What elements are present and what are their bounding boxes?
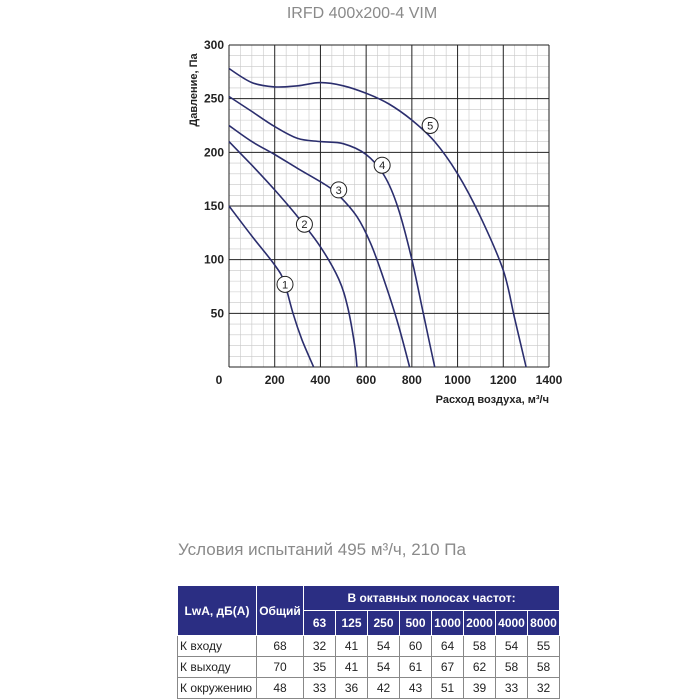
- band-value: 41: [335, 656, 368, 678]
- curve-marker-3: 3: [330, 181, 348, 199]
- table-row: К входу 68 32 41 54 60 64 58 54 55: [177, 635, 560, 657]
- row-label: К окружению: [177, 677, 257, 699]
- band-header: 1000: [431, 610, 464, 636]
- x-axis-label: Расход воздуха, м³/ч: [436, 394, 549, 406]
- band-value: 64: [431, 635, 464, 657]
- band-value: 42: [367, 677, 400, 699]
- curve-marker-label: 3: [336, 185, 342, 197]
- curve-marker-2: 2: [295, 215, 313, 233]
- chart-grid: [228, 44, 550, 368]
- series-line-2: [228, 141, 358, 368]
- band-value: 60: [399, 635, 432, 657]
- chart-title: IRFD 400x200-4 VIM: [287, 5, 437, 22]
- axis-ticks: 0 200 400 600 800 1000 1200 1400 50 100 150 200 250 3…: [204, 38, 563, 387]
- pressure-flow-chart: IRFD 400x200-4 VIM 0 200 400 600 800 1000 1200…: [188, 5, 563, 406]
- row-label: К входу: [177, 635, 257, 657]
- row-total: 68: [256, 635, 304, 657]
- curve-marker-circle: [276, 275, 294, 293]
- curve-marker-circle: [373, 156, 391, 174]
- band-value: 33: [495, 677, 528, 699]
- band-value: 61: [399, 656, 432, 678]
- x-tick-label: 1200: [490, 373, 517, 387]
- row-total: 48: [256, 677, 304, 699]
- table-band-row: 63 125 250 500 1000 2000 4000 8000: [178, 610, 560, 636]
- curve-marker-4: 4: [373, 156, 391, 174]
- x-tick-label: 0: [216, 373, 223, 387]
- band-value: 67: [431, 656, 464, 678]
- band-header: 4000: [495, 610, 528, 636]
- y-tick-label: 100: [204, 253, 224, 267]
- test-conditions: Условия испытаний 495 м³/ч, 210 Па: [178, 540, 466, 559]
- series-line-5: [228, 67, 527, 368]
- band-value: 51: [431, 677, 464, 699]
- y-tick-label: 200: [204, 145, 224, 159]
- curve-marker-1: 1: [276, 275, 294, 293]
- band-value: 54: [367, 656, 400, 678]
- table-body: К входу 68 32 41 54 60 64 58 54 55 К выходу 70 35 41 5…: [177, 635, 560, 699]
- y-tick-label: 150: [204, 199, 224, 213]
- x-tick-label: 1400: [536, 373, 563, 387]
- row-label: К выходу: [177, 656, 257, 678]
- band-value: 32: [303, 635, 336, 657]
- table-row: К окружению 48 33 36 42 43 51 39 33 32: [177, 677, 560, 699]
- band-header: 2000: [463, 610, 496, 636]
- band-value: 32: [527, 677, 560, 699]
- sound-power-table: LwA, дБ(A) Общий В октавных полосах част…: [177, 585, 560, 699]
- header-bands: В октавных полосах частот:: [303, 585, 560, 611]
- curve-marker-circle: [421, 117, 439, 134]
- band-header: 8000: [527, 610, 560, 636]
- x-tick-label: 400: [310, 373, 330, 387]
- x-tick-label: 800: [402, 373, 422, 387]
- band-value: 33: [303, 677, 336, 699]
- table-header-row: LwA, дБ(A) Общий В октавных полосах част…: [177, 585, 560, 636]
- curve-marker-label: 1: [282, 279, 288, 291]
- x-tick-label: 1000: [444, 373, 471, 387]
- y-tick-label: 50: [211, 306, 225, 320]
- curve-marker-label: 4: [379, 160, 385, 172]
- table-row: К выходу 70 35 41 54 61 67 62 58 58: [177, 656, 560, 678]
- y-tick-label: 250: [204, 92, 224, 106]
- header-total: Общий: [256, 585, 304, 636]
- band-value: 55: [527, 635, 560, 657]
- curve-markers: 1 2 3 4 5: [276, 117, 439, 293]
- band-value: 54: [367, 635, 400, 657]
- chart-series: [228, 67, 527, 368]
- band-value: 62: [463, 656, 496, 678]
- curve-marker-label: 5: [427, 121, 433, 133]
- band-header: 125: [335, 610, 368, 636]
- band-value: 58: [463, 635, 496, 657]
- band-header: 63: [303, 610, 336, 636]
- band-value: 43: [399, 677, 432, 699]
- curve-marker-circle: [330, 181, 348, 199]
- band-header: 500: [399, 610, 432, 636]
- y-axis-label: Давление, Па: [188, 53, 200, 127]
- curve-marker-circle: [295, 215, 313, 233]
- curve-marker-label: 2: [301, 219, 307, 231]
- band-value: 54: [495, 635, 528, 657]
- curve-marker-5: 5: [421, 117, 439, 134]
- band-header: 250: [367, 610, 400, 636]
- row-total: 70: [256, 656, 304, 678]
- band-value: 41: [335, 635, 368, 657]
- band-value: 58: [495, 656, 528, 678]
- x-tick-label: 600: [356, 373, 376, 387]
- header-lwa: LwA, дБ(A): [177, 585, 257, 636]
- series-line-4: [228, 95, 436, 368]
- y-tick-label: 300: [204, 38, 224, 52]
- band-value: 39: [463, 677, 496, 699]
- band-value: 36: [335, 677, 368, 699]
- x-tick-label: 200: [265, 373, 285, 387]
- band-value: 58: [527, 656, 560, 678]
- band-value: 35: [303, 656, 336, 678]
